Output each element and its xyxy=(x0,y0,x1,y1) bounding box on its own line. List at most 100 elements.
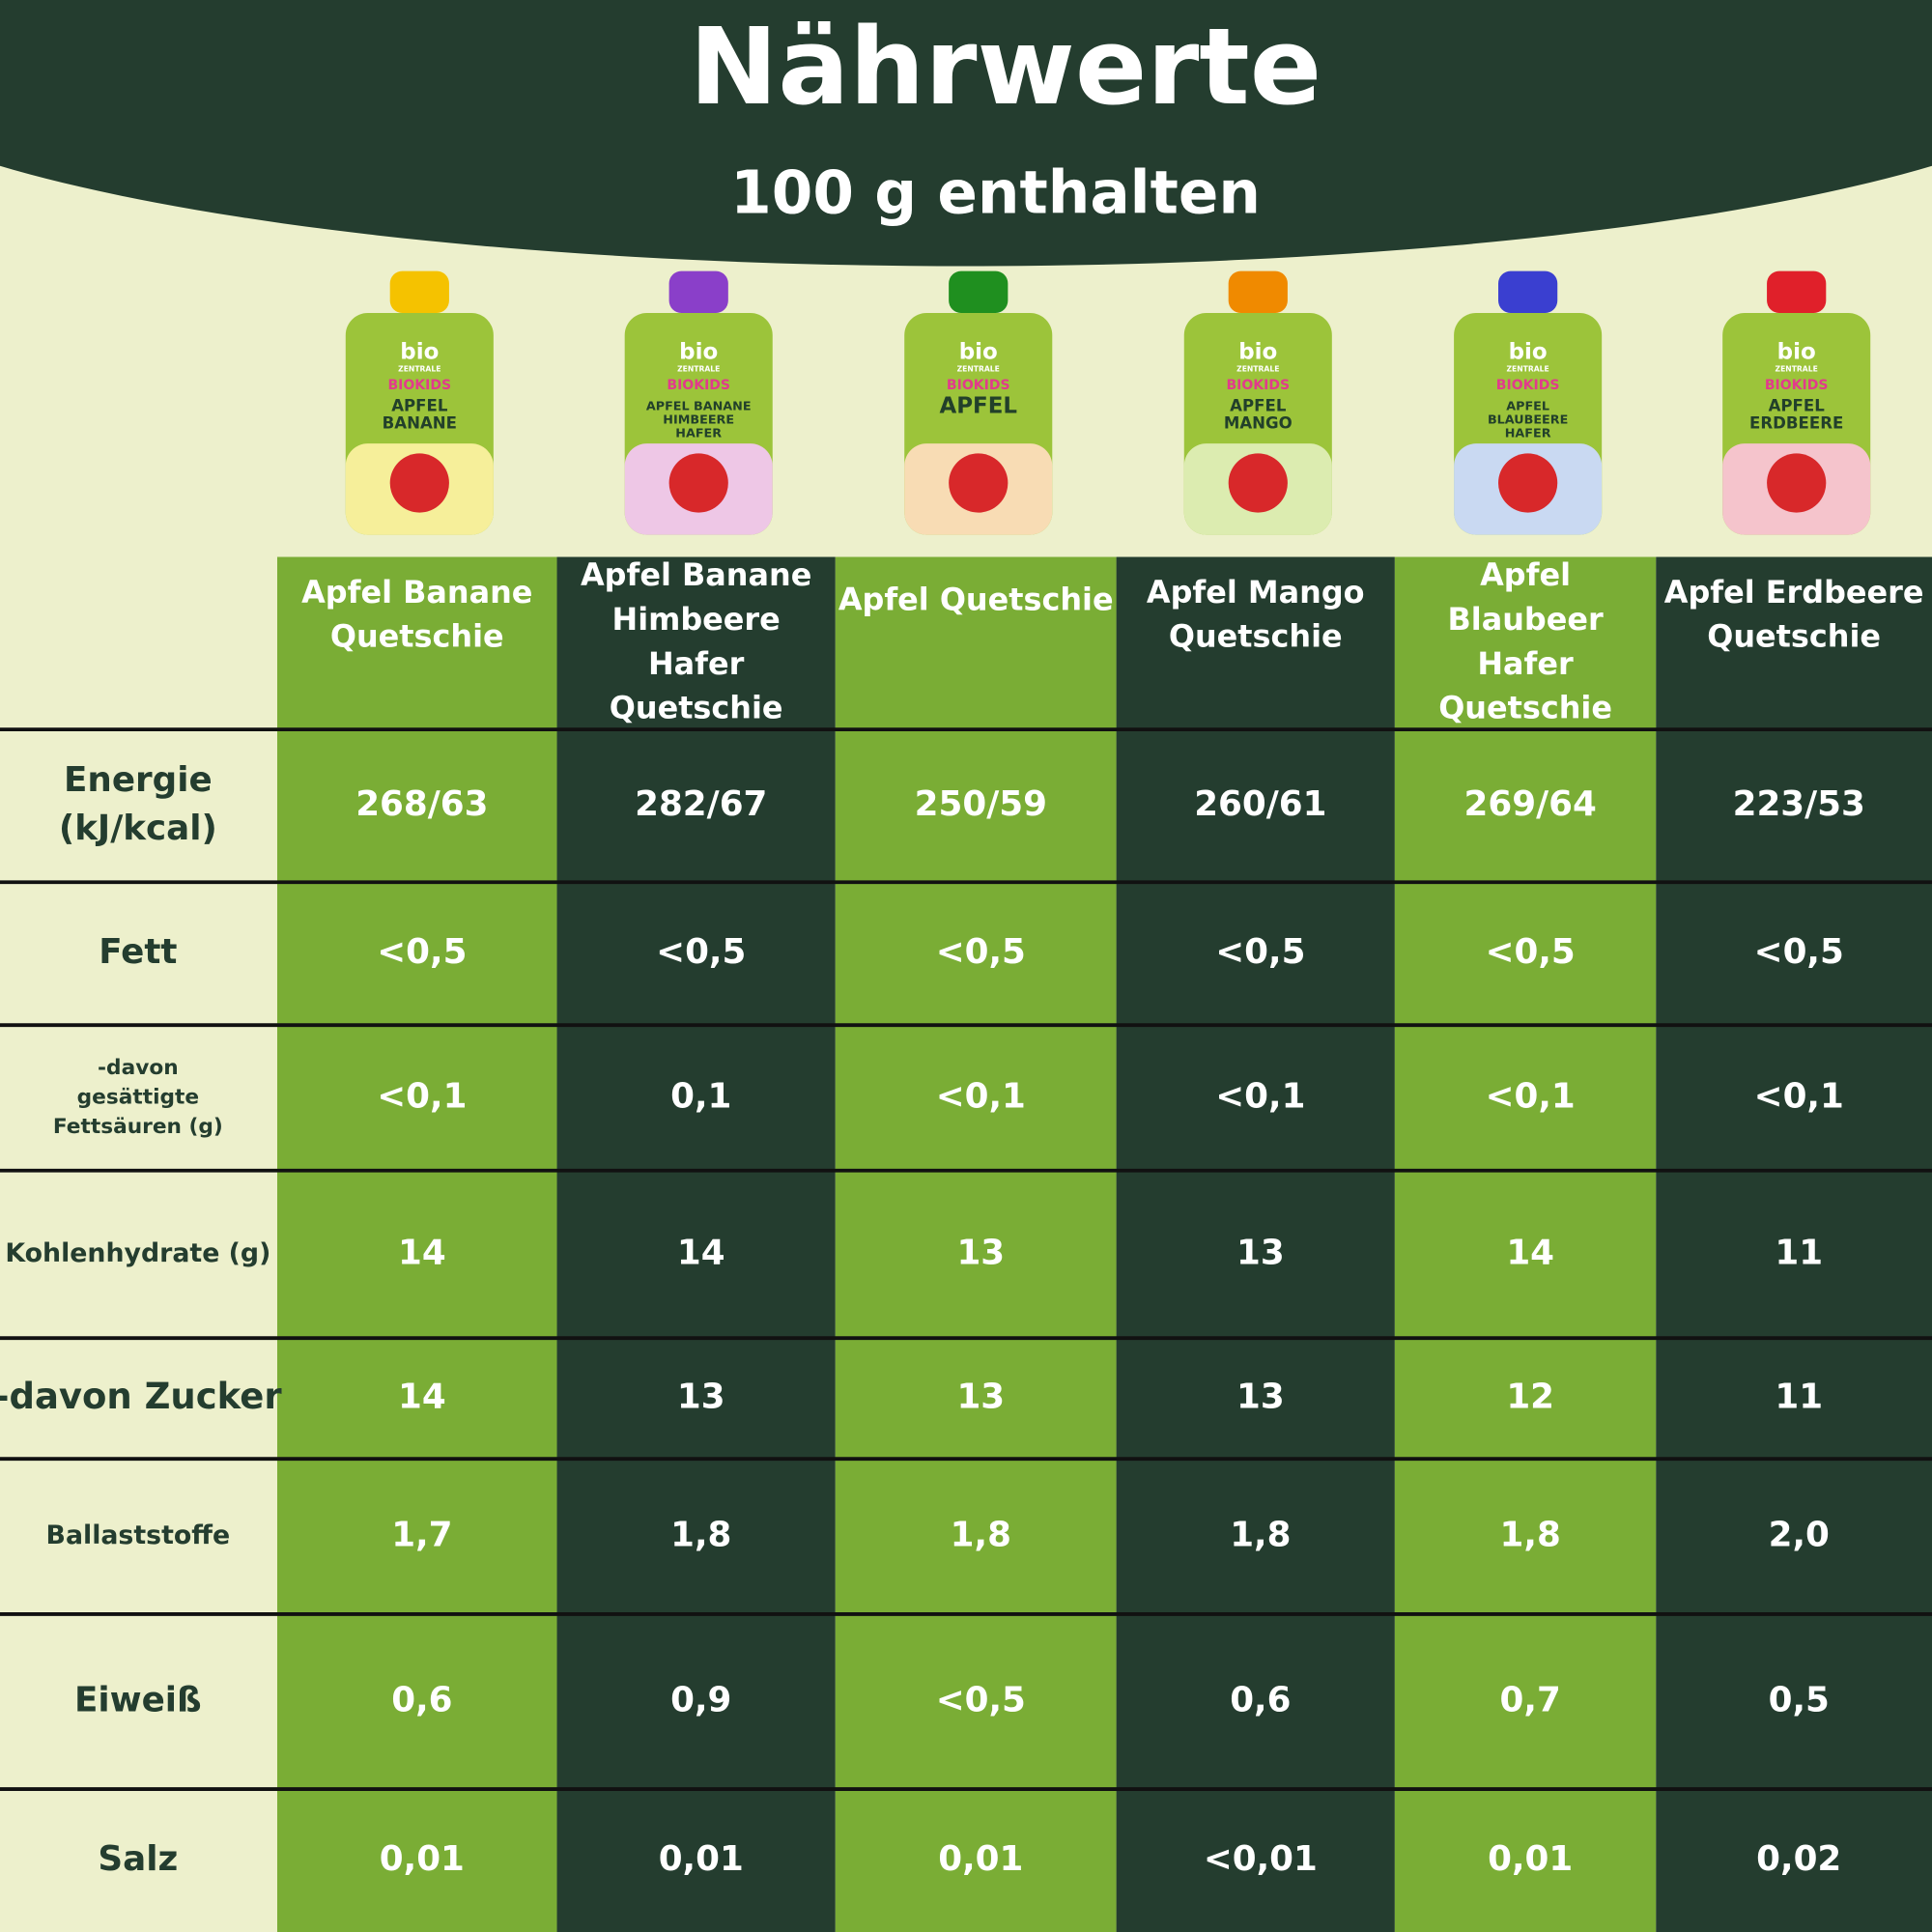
pouch-brand-sub: ZENTRALE xyxy=(957,365,1000,374)
cell-value: <0,1 xyxy=(1215,1076,1305,1116)
cell-value: 13 xyxy=(1236,1378,1285,1417)
cell-value: 0,01 xyxy=(1488,1839,1573,1879)
pouch-line: BIOKIDS xyxy=(1765,378,1829,393)
cell-value: 0,7 xyxy=(1500,1680,1561,1719)
row-label: -davon xyxy=(98,1056,179,1080)
pouch-brand: bio xyxy=(959,339,998,364)
subtitle: 100 g enthalten xyxy=(730,159,1261,228)
cell-value: <0,1 xyxy=(1486,1076,1576,1116)
cell-value: 0,6 xyxy=(391,1680,452,1719)
column-header: Quetschie xyxy=(1169,618,1343,655)
cell-value: 1,8 xyxy=(1230,1516,1291,1555)
cell-value: 13 xyxy=(956,1378,1005,1417)
pouch-label: MANGO xyxy=(1224,413,1293,432)
pouch-line: BIOKIDS xyxy=(1496,378,1560,393)
cell-value: 13 xyxy=(677,1378,725,1417)
cell-value: <0,5 xyxy=(1486,932,1576,972)
column-bg xyxy=(1656,556,1932,1932)
column-header: Apfel Quetschie xyxy=(838,581,1114,617)
row-label: Fett xyxy=(99,932,177,972)
cell-value: 1,8 xyxy=(951,1516,1011,1555)
cell-value: <0,5 xyxy=(377,932,467,972)
row-label: -davon Zucker xyxy=(0,1376,282,1417)
pouch-label: APFEL xyxy=(1769,396,1826,414)
row-label: Kohlenhydrate (g) xyxy=(5,1238,270,1268)
column-header: Apfel Mango xyxy=(1147,574,1365,611)
pouch-label: APFEL BANANE xyxy=(646,399,752,413)
pouch-brand-sub: ZENTRALE xyxy=(1776,365,1818,374)
pouch-cap xyxy=(1498,270,1558,313)
column-header: Quetschie xyxy=(1707,618,1881,655)
pouch-character xyxy=(668,453,728,513)
pouch-label: BLAUBEERE xyxy=(1488,412,1568,427)
cell-value: 11 xyxy=(1775,1378,1823,1417)
pouch-label: APFEL xyxy=(1230,396,1287,414)
pouch-brand: bio xyxy=(1509,339,1548,364)
column-header: Quetschie xyxy=(330,618,504,655)
pouch-brand-sub: ZENTRALE xyxy=(398,365,440,374)
column-header: Himbeere xyxy=(612,601,781,638)
cell-value: <0,5 xyxy=(936,932,1026,972)
pouch-label: ERDBEERE xyxy=(1749,413,1843,432)
cell-value: 0,01 xyxy=(938,1839,1023,1879)
cell-value: 12 xyxy=(1506,1378,1554,1417)
column-header: Blaubeer xyxy=(1447,601,1603,638)
column-bg xyxy=(556,556,836,1932)
cell-value: 13 xyxy=(956,1233,1005,1272)
cell-value: 14 xyxy=(398,1378,446,1417)
pouch-cap xyxy=(949,270,1009,313)
cell-value: 250/59 xyxy=(915,784,1047,824)
column-header: Apfel Erdbeere xyxy=(1664,574,1924,611)
pouch-brand: bio xyxy=(1238,339,1277,364)
pouch-brand-sub: ZENTRALE xyxy=(1506,365,1548,374)
cell-value: 1,8 xyxy=(670,1516,731,1555)
pouch-brand: bio xyxy=(400,339,439,364)
cell-value: 0,01 xyxy=(380,1839,465,1879)
cell-value: 1,7 xyxy=(391,1516,452,1555)
cell-value: 14 xyxy=(677,1233,725,1272)
pouch-brand: bio xyxy=(1777,339,1816,364)
pouch-cap xyxy=(389,270,449,313)
pouch-label: HIMBEERE xyxy=(663,412,734,427)
pouch-line: BIOKIDS xyxy=(387,378,451,393)
cell-value: 14 xyxy=(1506,1233,1554,1272)
cell-value: 14 xyxy=(398,1233,446,1272)
column-header: Quetschie xyxy=(1438,690,1612,726)
row-label: Fettsäuren (g) xyxy=(53,1115,223,1139)
cell-value: <0,1 xyxy=(377,1076,467,1116)
cell-value: 0,1 xyxy=(670,1076,731,1116)
pouch-brand-sub: ZENTRALE xyxy=(677,365,720,374)
cell-value: 260/61 xyxy=(1194,784,1326,824)
pouch-label: APFEL xyxy=(1506,399,1549,413)
row-label: Ballaststoffe xyxy=(46,1520,231,1550)
row-label: Salz xyxy=(98,1839,178,1879)
column-bg xyxy=(1116,556,1395,1932)
cell-value: 282/67 xyxy=(635,784,767,824)
pouch-cap xyxy=(668,270,728,313)
column-header: Hafer xyxy=(648,645,745,682)
cell-value: 0,5 xyxy=(1769,1680,1830,1719)
pouch-cap xyxy=(1228,270,1288,313)
title: Nährwerte xyxy=(689,5,1321,128)
cell-value: 269/64 xyxy=(1464,784,1597,824)
header-banner xyxy=(0,0,1932,267)
column-header: Quetschie xyxy=(610,690,783,726)
cell-value: 268/63 xyxy=(355,784,488,824)
column-bg xyxy=(835,556,1117,1932)
column-header: Apfel xyxy=(1480,556,1571,593)
pouch-character xyxy=(1498,453,1558,513)
pouch-label: APFEL xyxy=(391,396,448,414)
cell-value: <0,5 xyxy=(656,932,746,972)
row-label: Energie xyxy=(64,760,213,800)
cell-value: 2,0 xyxy=(1769,1516,1830,1555)
row-label: Eiweiß xyxy=(74,1680,202,1719)
pouch-line: BIOKIDS xyxy=(947,378,1010,393)
cell-value: 11 xyxy=(1775,1233,1823,1272)
pouch-brand: bio xyxy=(679,339,718,364)
cell-value: <0,5 xyxy=(1215,932,1305,972)
cell-value: 1,8 xyxy=(1500,1516,1561,1555)
cell-value: <0,1 xyxy=(1754,1076,1844,1116)
pouch-cap xyxy=(1767,270,1827,313)
cell-value: 0,01 xyxy=(659,1839,744,1879)
